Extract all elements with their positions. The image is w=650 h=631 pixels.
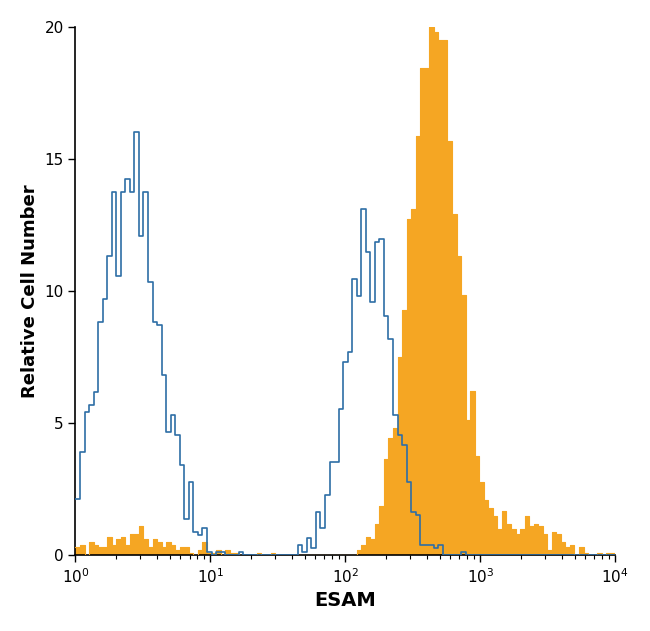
X-axis label: ESAM: ESAM (315, 591, 376, 610)
Y-axis label: Relative Cell Number: Relative Cell Number (21, 184, 39, 398)
